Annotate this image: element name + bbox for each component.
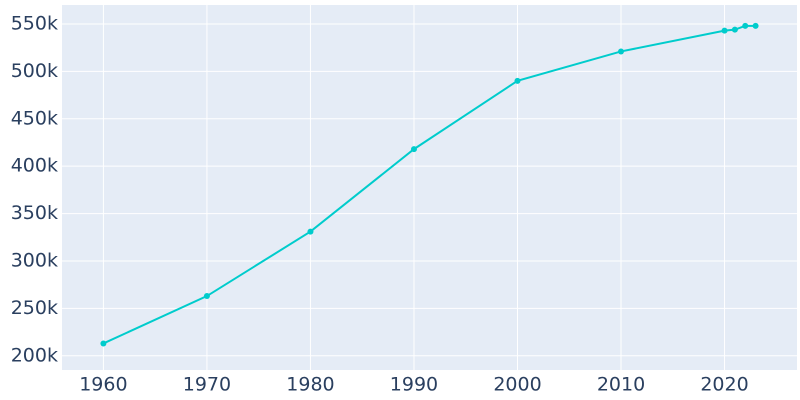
x-tick-label: 2000 bbox=[493, 374, 541, 396]
point bbox=[721, 27, 728, 34]
y-tick-label: 300k bbox=[11, 249, 58, 271]
point bbox=[307, 228, 314, 235]
point bbox=[731, 26, 738, 33]
point bbox=[203, 293, 210, 300]
point bbox=[618, 48, 625, 55]
x-tick-label: 1980 bbox=[286, 374, 334, 396]
x-tick-label: 1970 bbox=[183, 374, 231, 396]
point bbox=[742, 22, 749, 29]
y-tick-label: 450k bbox=[11, 107, 58, 129]
point bbox=[752, 22, 759, 29]
x-tick-label: 2010 bbox=[597, 374, 645, 396]
point bbox=[514, 77, 521, 84]
x-tick-label: 2020 bbox=[700, 374, 748, 396]
y-tick-label: 250k bbox=[11, 297, 58, 319]
y-tick-label: 550k bbox=[11, 12, 58, 34]
y-tick-label: 500k bbox=[11, 60, 58, 82]
point bbox=[100, 340, 107, 347]
x-tick-label: 1960 bbox=[79, 374, 127, 396]
x-tick-label: 1990 bbox=[390, 374, 438, 396]
line bbox=[102, 24, 756, 345]
y-tick-label: 200k bbox=[11, 344, 58, 366]
y-tick-label: 400k bbox=[11, 155, 58, 177]
y-tick-label: 350k bbox=[11, 202, 58, 224]
point bbox=[410, 146, 417, 153]
plot-area bbox=[62, 5, 797, 370]
